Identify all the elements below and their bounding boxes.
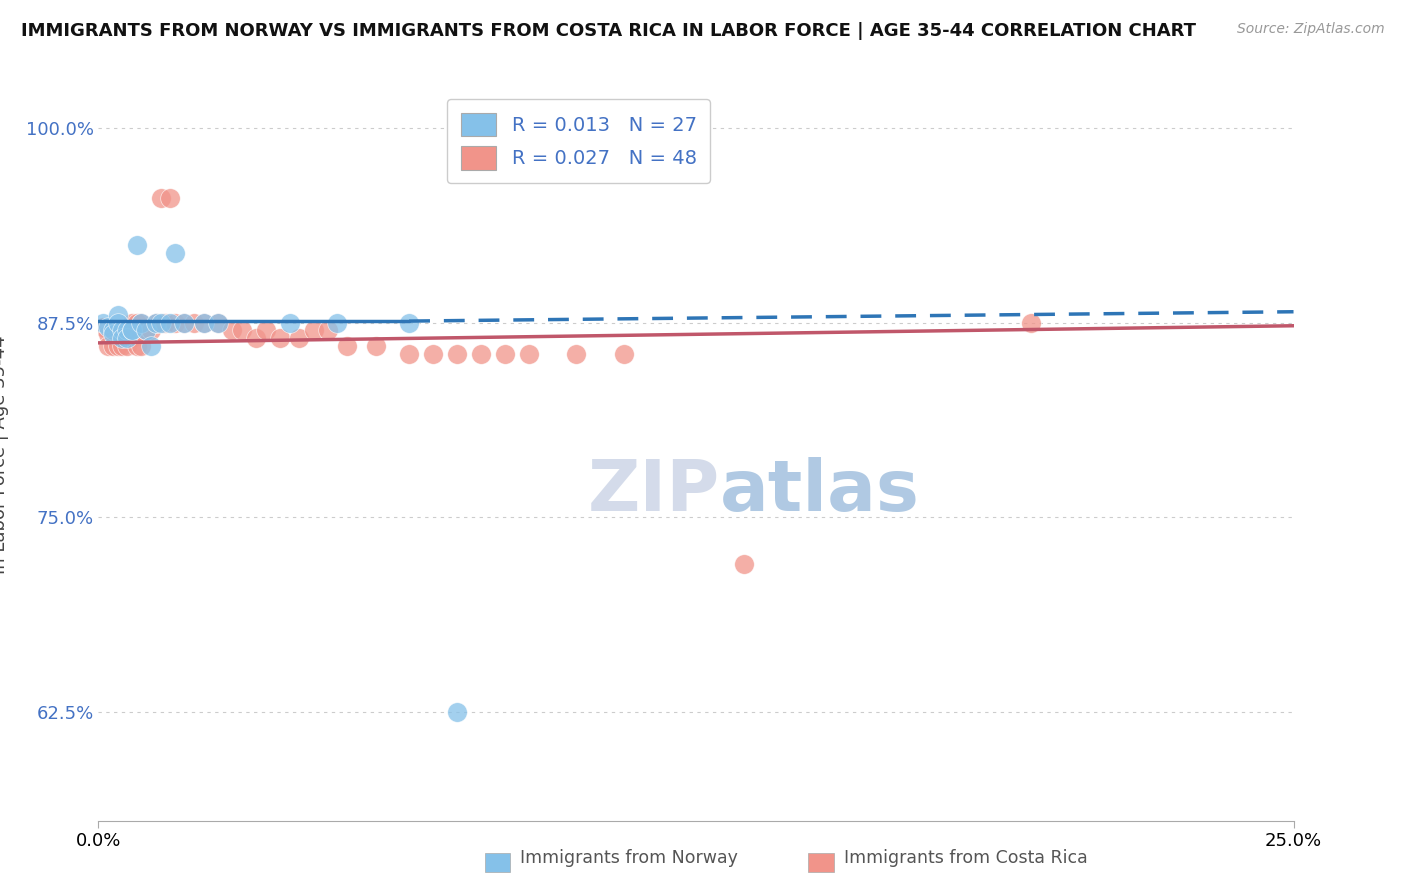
Point [121, 316, 143, 330]
Bar [485, 853, 510, 872]
Point [107, 323, 129, 337]
Point [422, 347, 444, 361]
Point [207, 316, 229, 330]
Point [107, 316, 129, 330]
Point [91, 320, 114, 334]
Point [139, 323, 162, 337]
Point [221, 323, 243, 337]
Point [121, 331, 143, 345]
Bar [808, 853, 834, 872]
Point [125, 316, 148, 330]
Point [115, 331, 138, 345]
Point [101, 323, 124, 337]
Point [316, 323, 339, 337]
Point [131, 316, 153, 330]
Point [149, 191, 172, 205]
Point [131, 339, 153, 353]
Point [245, 331, 267, 345]
Point [336, 339, 359, 353]
Point [254, 323, 277, 337]
Point [446, 705, 468, 719]
Point [107, 308, 129, 322]
Point [125, 237, 148, 252]
Point [111, 339, 134, 353]
Point [302, 323, 325, 337]
Legend: R = 0.013   N = 27, R = 0.027   N = 48: R = 0.013 N = 27, R = 0.027 N = 48 [447, 99, 710, 184]
Point [470, 347, 492, 361]
Point [159, 191, 181, 205]
Point [173, 316, 195, 330]
Point [446, 347, 468, 361]
Point [193, 316, 215, 330]
Point [101, 326, 124, 341]
Point [145, 316, 167, 330]
Point [159, 316, 181, 330]
Point [145, 316, 167, 330]
Text: Source: ZipAtlas.com: Source: ZipAtlas.com [1237, 22, 1385, 37]
Text: Immigrants from Norway: Immigrants from Norway [520, 849, 738, 867]
Point [101, 339, 124, 353]
Point [97, 339, 120, 353]
Point [288, 331, 311, 345]
Point [207, 316, 229, 330]
Point [149, 316, 172, 330]
Point [326, 316, 349, 330]
Point [193, 316, 215, 330]
Point [269, 331, 291, 345]
Point [613, 347, 636, 361]
Point [91, 316, 114, 330]
Point [139, 339, 162, 353]
Point [115, 339, 138, 353]
Point [97, 320, 120, 334]
Point [121, 323, 143, 337]
Point [111, 331, 134, 345]
Point [163, 245, 186, 260]
Point [183, 316, 205, 330]
Y-axis label: In Labor Force | Age 35-44: In Labor Force | Age 35-44 [0, 335, 8, 574]
Point [115, 323, 138, 337]
Point [101, 323, 124, 337]
Point [364, 339, 387, 353]
Point [121, 323, 143, 337]
Point [1019, 316, 1042, 330]
Text: ZIP: ZIP [588, 457, 720, 526]
Point [398, 316, 420, 330]
Point [231, 323, 253, 337]
Point [125, 339, 148, 353]
Point [115, 323, 138, 337]
Point [135, 323, 157, 337]
Point [398, 347, 420, 361]
Text: Immigrants from Costa Rica: Immigrants from Costa Rica [844, 849, 1087, 867]
Point [173, 316, 195, 330]
Point [135, 323, 157, 337]
Point [97, 326, 120, 341]
Text: IMMIGRANTS FROM NORWAY VS IMMIGRANTS FROM COSTA RICA IN LABOR FORCE | AGE 35-44 : IMMIGRANTS FROM NORWAY VS IMMIGRANTS FRO… [21, 22, 1197, 40]
Point [107, 339, 129, 353]
Point [111, 323, 134, 337]
Point [517, 347, 540, 361]
Point [155, 316, 177, 330]
Point [163, 316, 186, 330]
Point [278, 316, 301, 330]
Text: atlas: atlas [720, 457, 920, 526]
Point [565, 347, 588, 361]
Point [111, 323, 134, 337]
Point [494, 347, 516, 361]
Point [131, 316, 153, 330]
Point [733, 557, 755, 571]
